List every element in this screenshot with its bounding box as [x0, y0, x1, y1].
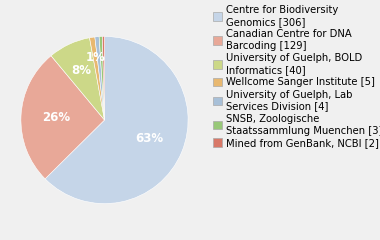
Wedge shape	[45, 36, 188, 204]
Wedge shape	[90, 37, 104, 120]
Wedge shape	[95, 36, 105, 120]
Text: 8%: 8%	[71, 64, 92, 77]
Legend: Centre for Biodiversity
Genomics [306], Canadian Centre for DNA
Barcoding [129],: Centre for Biodiversity Genomics [306], …	[213, 5, 380, 148]
Wedge shape	[102, 36, 105, 120]
Wedge shape	[21, 56, 104, 179]
Text: 1%: 1%	[86, 52, 105, 65]
Wedge shape	[51, 38, 104, 120]
Text: 26%: 26%	[42, 111, 70, 124]
Wedge shape	[99, 36, 105, 120]
Text: 63%: 63%	[135, 132, 163, 145]
